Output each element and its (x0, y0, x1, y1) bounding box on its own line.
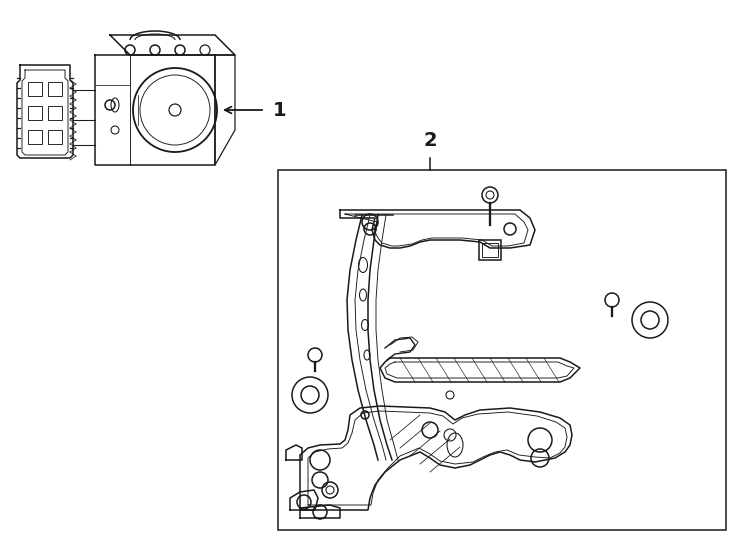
Bar (48, 130, 62, 144)
Bar (278, 170, 726, 530)
Bar (28, 82, 42, 96)
Text: 1: 1 (273, 100, 286, 119)
Circle shape (169, 104, 181, 116)
Bar (28, 106, 42, 120)
Text: 2: 2 (424, 131, 437, 150)
Bar (482, 243, 498, 257)
Bar (479, 240, 501, 260)
Bar (48, 82, 62, 96)
Bar (28, 130, 42, 144)
Bar (48, 106, 62, 120)
